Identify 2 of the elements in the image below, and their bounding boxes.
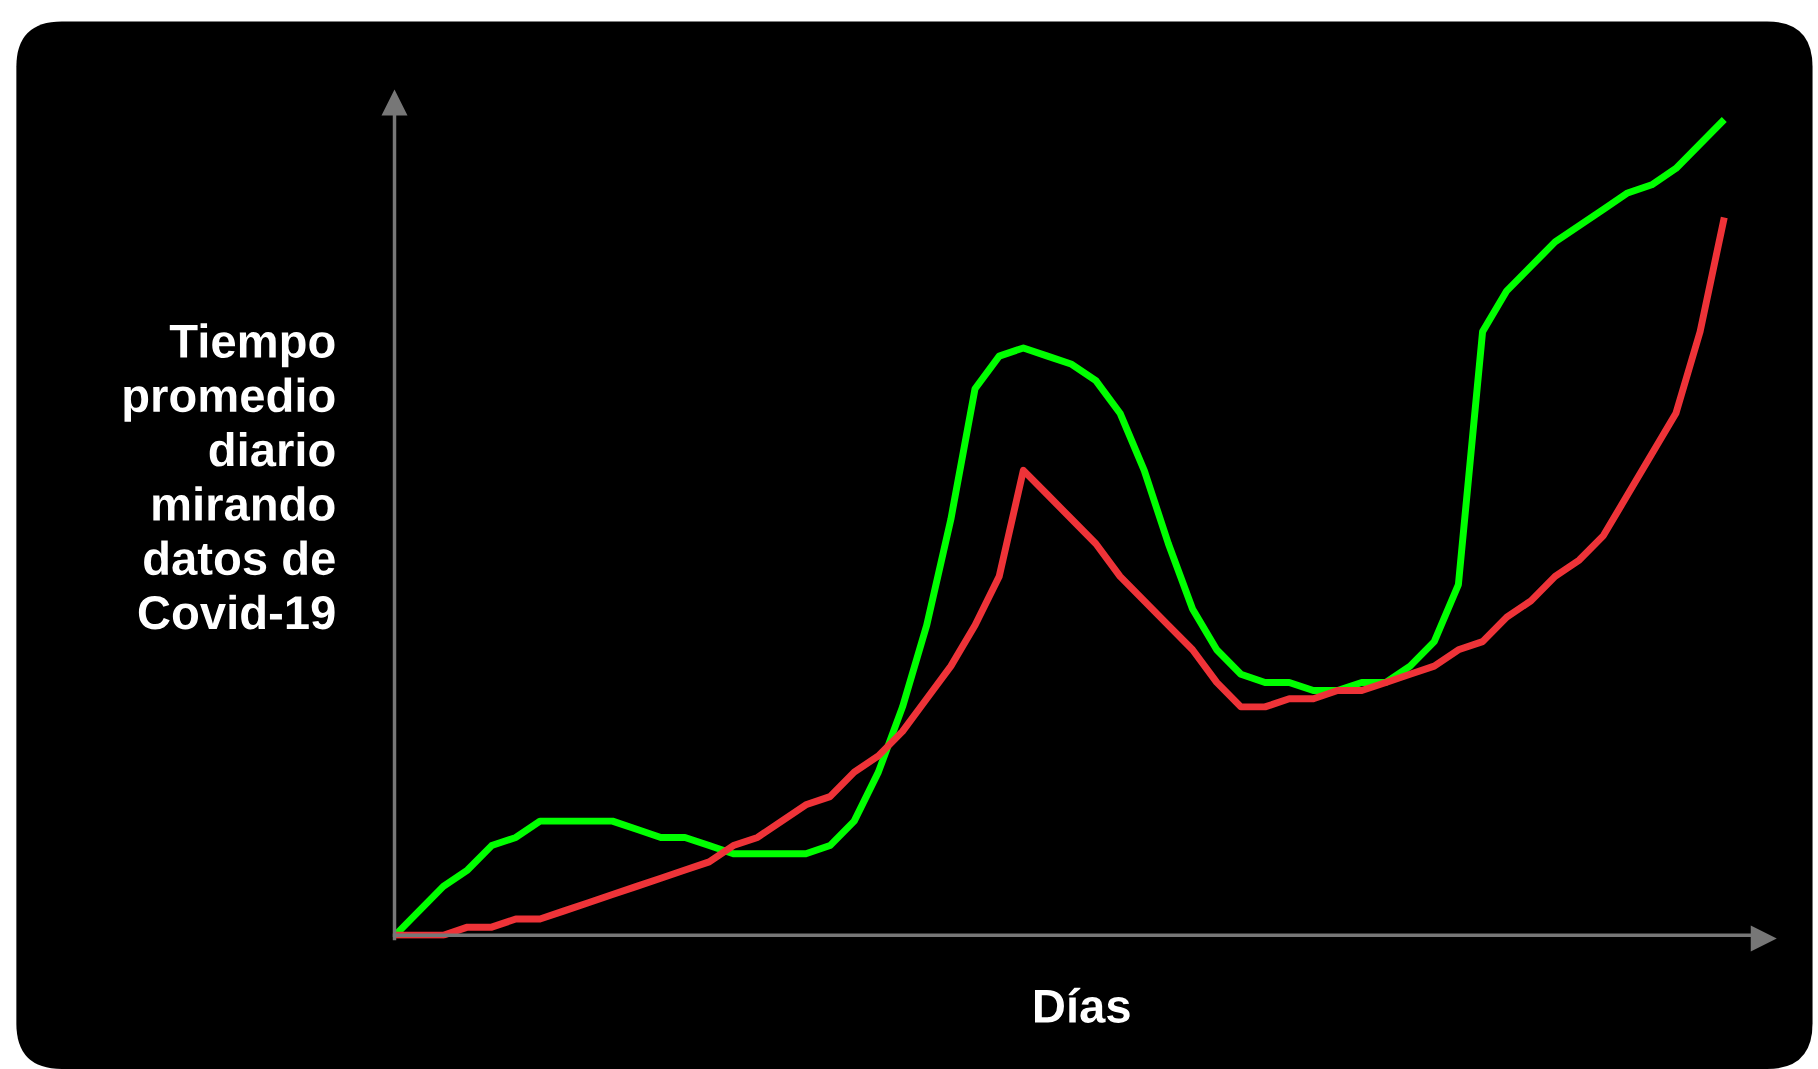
x-axis-title: Días [1035, 987, 1130, 1023]
y-axis-title: Tiempo promedio diario mirando datos de Covid-19 [124, 323, 335, 630]
